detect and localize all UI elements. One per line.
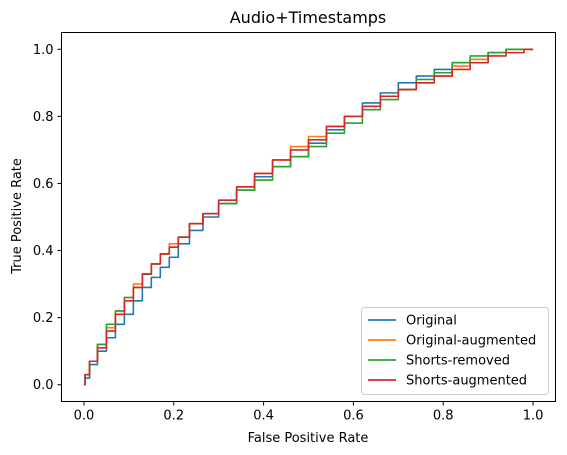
x-tick-label: 0.4 xyxy=(253,409,274,424)
plot-area xyxy=(61,32,556,402)
y-axis-ticks: 0.0 0.2 0.4 0.6 0.8 1.0 xyxy=(33,43,62,393)
series-line-shorts-augmented xyxy=(83,48,534,386)
x-tick-label: 0.8 xyxy=(433,409,454,424)
x-axis-ticks: 0.0 0.2 0.4 0.6 0.8 1.0 xyxy=(74,401,544,424)
chart-title: Audio+Timestamps xyxy=(230,8,387,27)
y-axis-label: True Positive Rate xyxy=(10,158,25,275)
legend-box xyxy=(361,307,549,395)
x-axis-label: False Positive Rate xyxy=(248,431,369,446)
y-tick-label: 0.4 xyxy=(33,244,54,259)
legend-label: Shorts-removed xyxy=(406,354,510,369)
legend-label: Original-augmented xyxy=(406,334,536,349)
plot-frame xyxy=(61,32,556,402)
y-tick-label: 0.0 xyxy=(33,378,54,393)
legend-label: Shorts-augmented xyxy=(406,374,527,389)
legend-label: Original xyxy=(406,314,457,329)
y-tick-label: 0.8 xyxy=(33,110,54,125)
y-tick-label: 0.6 xyxy=(33,177,54,192)
x-tick-label: 0.2 xyxy=(163,409,184,424)
x-tick-label: 1.0 xyxy=(523,409,544,424)
series-lines xyxy=(83,48,534,386)
y-tick-label: 1.0 xyxy=(33,43,54,58)
legend: Original Original-augmented Shorts-removed… xyxy=(361,307,549,395)
x-tick-label: 0.0 xyxy=(74,409,95,424)
y-tick-label: 0.2 xyxy=(33,311,54,326)
x-tick-label: 0.6 xyxy=(343,409,364,424)
